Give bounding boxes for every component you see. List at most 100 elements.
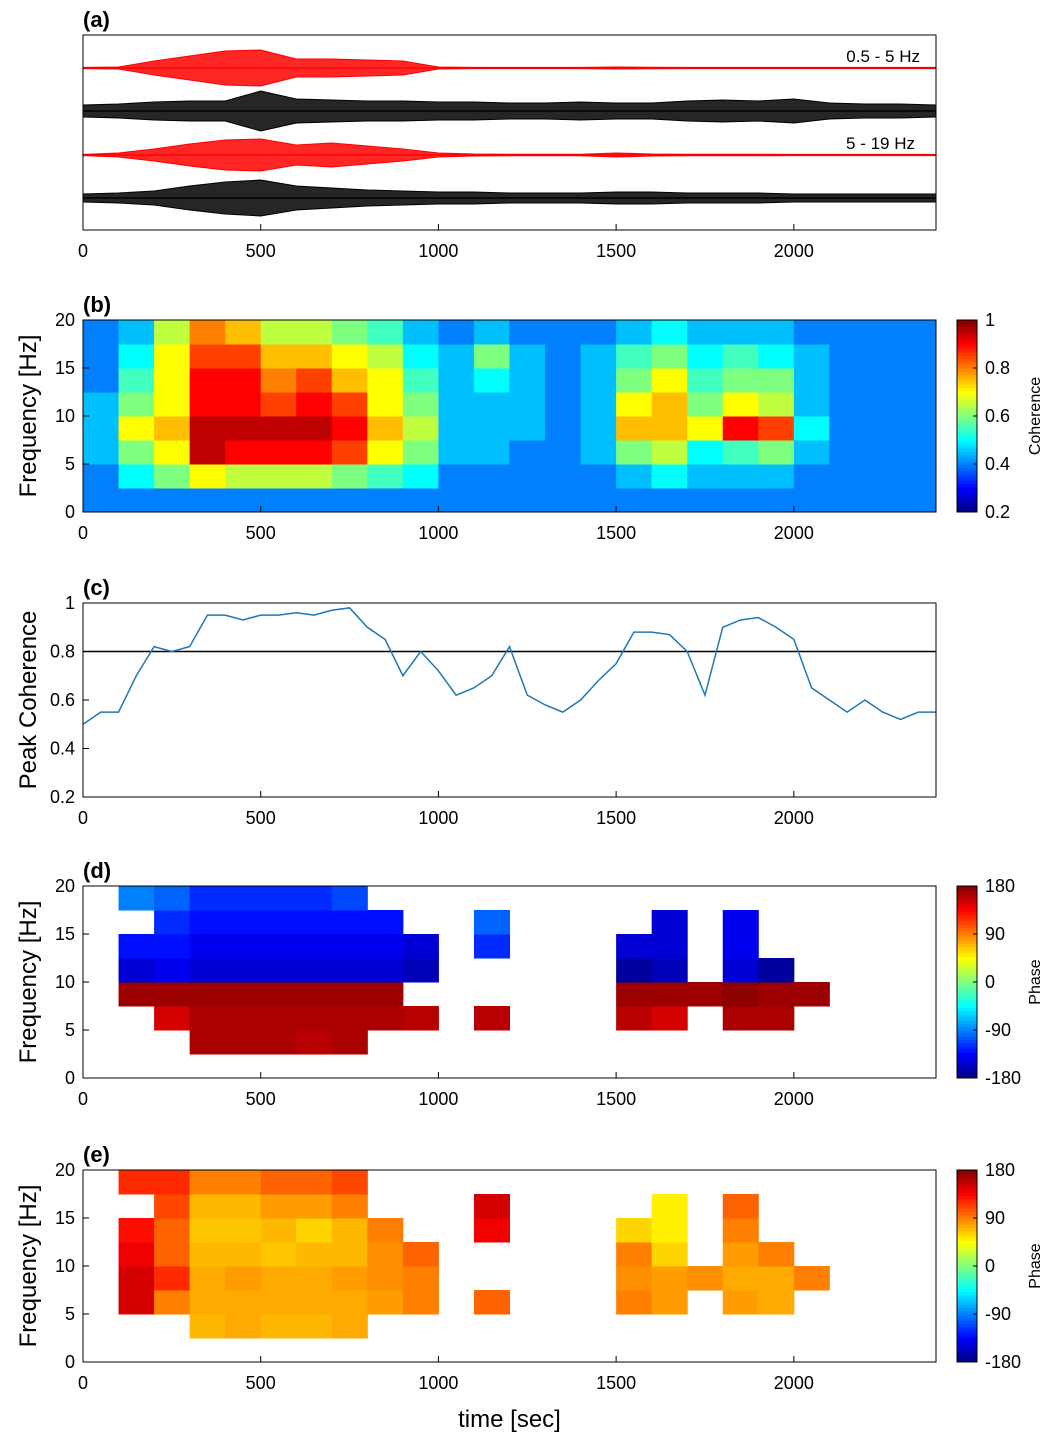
heat-cell	[154, 1170, 191, 1195]
colorbar-swatch	[957, 911, 977, 916]
colorbar-tick-label: 0	[985, 972, 995, 992]
heat-cell	[900, 392, 936, 417]
colorbar-tick-label: -90	[985, 1304, 1011, 1324]
heat-cell	[402, 958, 439, 983]
colorbar-swatch	[957, 1272, 977, 1277]
heat-cell	[260, 1194, 297, 1219]
x-tick-label: 2000	[774, 241, 814, 261]
colorbar-swatch	[957, 1269, 977, 1273]
axes-frame	[82, 34, 937, 231]
heat-cell	[154, 488, 191, 512]
heat-cell	[331, 464, 368, 489]
heat-cell	[225, 934, 262, 959]
heat-cell	[331, 910, 368, 935]
colorbar-swatch	[957, 336, 977, 340]
heat-cell	[722, 440, 759, 465]
heat-cell	[473, 910, 510, 935]
heat-cell	[260, 1314, 297, 1339]
heat-cell	[651, 982, 688, 1007]
colorbar-swatch	[957, 1237, 977, 1241]
panel-label: (b)	[83, 292, 111, 317]
heat-cell	[793, 392, 830, 417]
heat-cell	[296, 1218, 333, 1243]
colorbar-swatch	[957, 1055, 977, 1060]
y-tick-label: 15	[55, 1208, 75, 1228]
y-tick-label: 20	[55, 1160, 75, 1180]
colorbar-swatch	[957, 1224, 977, 1229]
heat-cell	[367, 1006, 404, 1031]
heat-cell	[154, 344, 191, 369]
heat-cell	[331, 368, 368, 393]
colorbar-swatch	[957, 444, 977, 449]
heat-cell	[118, 982, 155, 1007]
heat-cell	[118, 1242, 155, 1267]
heat-cell	[580, 416, 617, 441]
heat-cell	[296, 368, 333, 393]
heat-cell	[722, 488, 759, 512]
heat-cell	[758, 1242, 795, 1267]
heat-cell	[225, 1218, 262, 1243]
heat-cell	[331, 1194, 368, 1219]
heat-cell	[758, 1290, 795, 1315]
colorbar-tick-label: 0.6	[985, 406, 1010, 426]
plot-area	[118, 886, 830, 1055]
heat-cell	[616, 1218, 653, 1243]
heat-cell	[225, 1006, 262, 1031]
heat-cell	[260, 392, 297, 417]
heat-cell	[367, 368, 404, 393]
heat-cell	[616, 416, 653, 441]
colorbar-swatch	[957, 930, 977, 935]
colorbar-swatch	[957, 473, 977, 478]
heat-cell	[189, 934, 226, 959]
heat-cell	[829, 464, 866, 489]
waveform-envelope	[83, 49, 936, 69]
heat-cell	[438, 440, 475, 465]
colorbar-swatch	[957, 918, 977, 922]
heat-cell	[367, 416, 404, 441]
x-tick-label: 500	[246, 523, 276, 543]
heat-cell	[189, 1266, 226, 1291]
colorbar-swatch	[957, 921, 977, 925]
heat-cell	[189, 1006, 226, 1031]
heat-cell	[260, 886, 297, 911]
heat-cell	[118, 488, 155, 512]
colorbar-swatch	[957, 438, 977, 443]
heat-cell	[189, 416, 226, 441]
colorbar-swatch	[957, 505, 977, 510]
panel-label: (a)	[83, 7, 110, 32]
colorbar-swatch	[957, 1179, 977, 1184]
heat-cell	[545, 464, 582, 489]
heat-cell	[260, 1266, 297, 1291]
heat-cell	[509, 392, 546, 417]
heat-cell	[83, 464, 120, 489]
heat-cell	[154, 1290, 191, 1315]
x-tick-label: 1000	[418, 241, 458, 261]
colorbar-swatch	[957, 412, 977, 417]
colorbar-swatch	[957, 1310, 977, 1315]
heat-cell	[616, 464, 653, 489]
colorbar-swatch	[957, 1243, 977, 1248]
y-axis-label: Frequency [Hz]	[15, 1185, 42, 1348]
colorbar-swatch	[957, 934, 977, 938]
colorbar-swatch	[957, 406, 977, 411]
colorbar-swatch	[957, 323, 977, 327]
heat-cell	[331, 344, 368, 369]
x-tick-label: 0	[78, 1373, 88, 1393]
colorbar-tick-label: 0	[985, 1256, 995, 1276]
heat-cell	[83, 344, 120, 369]
colorbar-swatch	[957, 432, 977, 436]
y-tick-label: 10	[55, 972, 75, 992]
colorbar-swatch	[957, 1195, 977, 1200]
heat-cell	[331, 958, 368, 983]
heat-cell	[367, 320, 404, 345]
colorbar-swatch	[957, 460, 977, 465]
colorbar-swatch	[957, 1291, 977, 1296]
colorbar-swatch	[957, 1198, 977, 1203]
y-tick-label: 0	[65, 502, 75, 522]
colorbar-tick-label: 0.2	[985, 502, 1010, 522]
colorbar-swatch	[957, 1349, 977, 1353]
heat-cell	[154, 934, 191, 959]
waveform-envelope	[83, 197, 936, 217]
heat-cell	[651, 1218, 688, 1243]
colorbar-tick-label: 0.8	[985, 358, 1010, 378]
